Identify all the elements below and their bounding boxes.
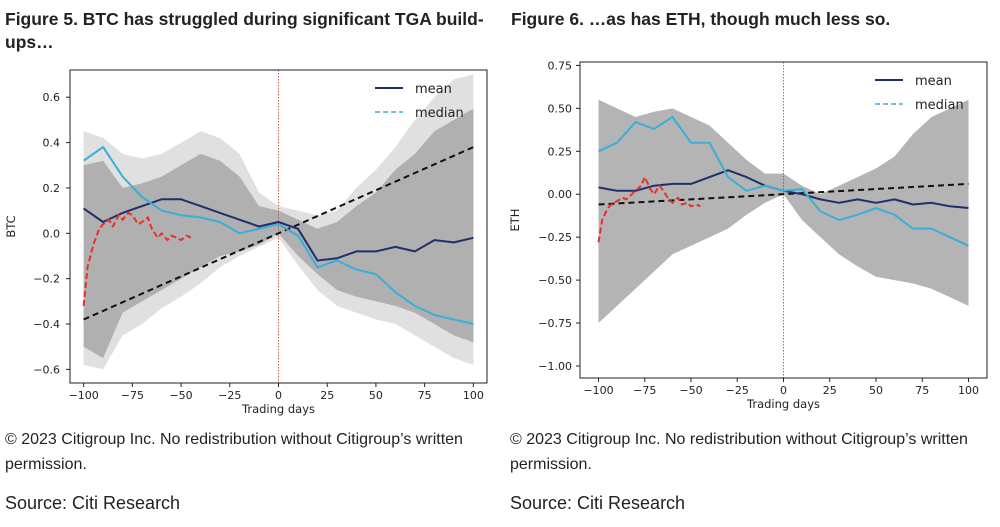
y-tick-label: 0.4 xyxy=(43,137,61,150)
band-inner xyxy=(83,108,474,359)
y-tick-label: 0.25 xyxy=(548,145,573,158)
x-tick-label: 75 xyxy=(418,389,432,402)
x-tick-label: −75 xyxy=(121,389,144,402)
legend-mean-label: mean xyxy=(415,82,452,97)
x-tick-label: 25 xyxy=(823,384,837,397)
x-tick-label: −25 xyxy=(726,384,749,397)
y-tick-label: 0.2 xyxy=(43,182,61,195)
y-tick-label: −0.25 xyxy=(538,231,572,244)
x-axis-label: Trading days xyxy=(746,397,820,411)
legend-median-label: median xyxy=(915,98,964,113)
x-tick-label: 0 xyxy=(780,384,787,397)
source-note: Source: Citi Research xyxy=(5,493,181,513)
copyright-note: © 2023 Citigroup Inc. No redistribution … xyxy=(5,431,463,473)
figure-panel-eth: Figure 6. …as has ETH, though much less … xyxy=(505,0,1000,527)
y-tick-label: 0.75 xyxy=(548,59,573,72)
median-line xyxy=(598,116,969,247)
chart-btc: −100 −75 −50 −25 0 25 50 75 100 −0.6 −0.4 −0.2 0.0 0.… xyxy=(4,69,488,416)
x-tick-label: −25 xyxy=(218,389,241,402)
y-tick-label: −0.50 xyxy=(538,274,572,287)
trend-line xyxy=(598,182,969,206)
y-tick-label: 0.0 xyxy=(43,227,61,240)
x-axis-label: Trading days xyxy=(241,402,315,416)
x-tick-label: 100 xyxy=(463,389,484,402)
median-line xyxy=(83,146,474,325)
figure-title: Figure 6. …as has ETH, though much less … xyxy=(511,9,891,29)
legend-median-label: median xyxy=(415,106,464,121)
x-tick-label: 0 xyxy=(275,389,282,402)
y-tick-label: −0.4 xyxy=(33,318,60,331)
x-tick-label: −100 xyxy=(583,384,613,397)
y-tick-label: 0.6 xyxy=(43,91,61,104)
x-tick-label: 50 xyxy=(869,384,883,397)
y-tick-label: −0.6 xyxy=(33,363,60,376)
x-tick-label: 75 xyxy=(915,384,929,397)
x-tick-label: −50 xyxy=(679,384,702,397)
chart-eth: −100 −75 −50 −25 0 25 50 75 100 −1.00 −0.75 −0.50 −0… xyxy=(508,59,988,411)
x-tick-label: −50 xyxy=(169,389,192,402)
y-tick-label: −0.75 xyxy=(538,317,572,330)
recent-line xyxy=(597,176,701,243)
mean-line xyxy=(83,198,474,262)
recent-line xyxy=(82,211,192,307)
trend-line xyxy=(83,146,474,321)
x-tick-label: 100 xyxy=(958,384,979,397)
x-tick-label: −75 xyxy=(633,384,656,397)
x-tick-label: −100 xyxy=(69,389,99,402)
y-axis-label: BTC xyxy=(4,215,18,237)
y-tick-label: −1.00 xyxy=(538,360,572,373)
y-tick-label: 0.50 xyxy=(548,102,573,115)
figure-title: Figure 5. BTC has struggled during signi… xyxy=(5,9,484,52)
x-tick-label: 50 xyxy=(369,389,383,402)
source-note: Source: Citi Research xyxy=(510,493,686,513)
y-tick-label: −0.2 xyxy=(33,273,60,286)
band-inner xyxy=(598,99,969,323)
y-axis-label: ETH xyxy=(508,209,522,232)
figure-panel-btc: Figure 5. BTC has struggled during signi… xyxy=(0,0,495,527)
x-tick-label: 25 xyxy=(320,389,334,402)
legend-mean-label: mean xyxy=(915,74,952,89)
copyright-note: © 2023 Citigroup Inc. No redistribution … xyxy=(510,431,968,473)
y-tick-label: 0.00 xyxy=(548,188,573,201)
